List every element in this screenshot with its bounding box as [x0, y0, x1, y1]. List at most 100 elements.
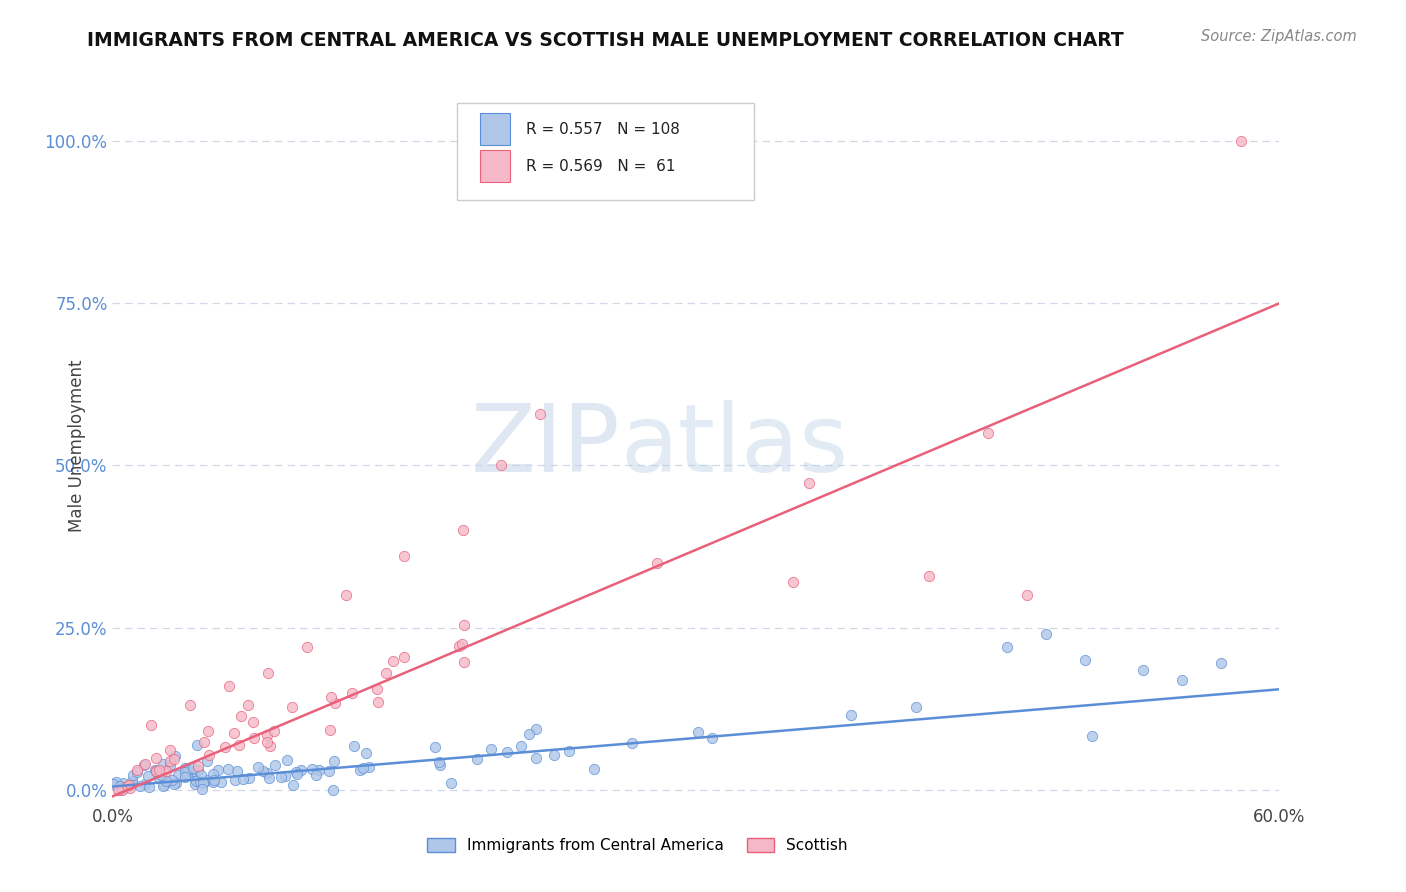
Point — [276, 753, 298, 767]
Point — [394, 549, 416, 564]
FancyBboxPatch shape — [479, 151, 510, 182]
Text: Source: ZipAtlas.com: Source: ZipAtlas.com — [1201, 29, 1357, 44]
Point — [281, 700, 304, 714]
Point — [270, 770, 292, 784]
Point — [186, 774, 208, 789]
Point — [202, 772, 225, 787]
Point — [228, 739, 250, 753]
Point — [165, 749, 187, 764]
Point — [423, 740, 446, 755]
Point — [285, 767, 308, 781]
Point — [101, 776, 124, 790]
Point — [1229, 134, 1251, 148]
Point — [304, 768, 326, 782]
Point — [238, 772, 260, 786]
Point — [224, 772, 246, 787]
Point — [301, 762, 323, 776]
Point — [166, 768, 188, 782]
Point — [359, 759, 381, 773]
Point — [918, 568, 941, 582]
Point — [558, 743, 581, 757]
Point — [232, 772, 254, 786]
Text: IMMIGRANTS FROM CENTRAL AMERICA VS SCOTTISH MALE UNEMPLOYMENT CORRELATION CHART: IMMIGRANTS FROM CENTRAL AMERICA VS SCOTT… — [87, 31, 1123, 50]
Point — [242, 715, 264, 730]
Point — [114, 780, 136, 795]
Point — [839, 708, 862, 723]
Point — [111, 781, 134, 796]
Legend: Immigrants from Central America, Scottish: Immigrants from Central America, Scottis… — [422, 832, 853, 859]
Point — [529, 407, 551, 421]
Point — [976, 425, 998, 440]
Point — [176, 767, 198, 781]
Point — [112, 776, 135, 790]
Point — [179, 698, 201, 713]
Point — [686, 725, 709, 739]
Point — [274, 769, 297, 783]
Point — [1035, 627, 1057, 641]
FancyBboxPatch shape — [479, 113, 510, 145]
Point — [145, 764, 167, 779]
Text: ZIP: ZIP — [471, 400, 620, 492]
Point — [174, 761, 197, 775]
Point — [107, 782, 129, 797]
Point — [202, 775, 225, 789]
Point — [134, 756, 156, 771]
Point — [1081, 729, 1104, 743]
Point — [582, 762, 605, 776]
Point — [343, 739, 366, 753]
Point — [180, 765, 202, 780]
Point — [252, 764, 274, 779]
Point — [257, 666, 280, 681]
Point — [366, 681, 388, 696]
Point — [319, 690, 342, 705]
Point — [143, 764, 166, 778]
Text: R = 0.557   N = 108: R = 0.557 N = 108 — [526, 121, 679, 136]
Point — [174, 770, 197, 784]
Point — [335, 588, 357, 602]
Point — [163, 777, 186, 791]
Point — [193, 735, 215, 749]
Point — [198, 747, 221, 762]
Point — [374, 665, 396, 680]
Point — [159, 754, 181, 768]
Point — [308, 763, 330, 777]
Point — [136, 769, 159, 783]
Point — [190, 768, 212, 782]
Point — [191, 776, 214, 790]
Point — [187, 759, 209, 773]
Point — [905, 700, 928, 714]
Point — [285, 764, 308, 779]
Point — [465, 752, 488, 766]
Point — [121, 776, 143, 790]
Point — [1074, 653, 1097, 667]
Point — [187, 763, 209, 777]
Point — [453, 655, 475, 669]
Point — [290, 763, 312, 777]
Point — [524, 751, 547, 765]
Point — [349, 763, 371, 777]
Point — [121, 767, 143, 781]
Point — [1015, 588, 1038, 602]
Point — [256, 735, 278, 749]
Point — [481, 742, 503, 756]
Point — [451, 524, 474, 538]
Point — [152, 778, 174, 792]
Point — [367, 695, 389, 709]
Point — [449, 639, 471, 653]
Point — [155, 774, 177, 789]
Point — [700, 731, 723, 745]
Point — [382, 654, 405, 668]
Point — [214, 739, 236, 754]
Point — [323, 696, 346, 710]
Text: R = 0.569   N =  61: R = 0.569 N = 61 — [526, 159, 675, 174]
FancyBboxPatch shape — [457, 103, 755, 200]
Point — [118, 780, 141, 795]
Point — [797, 475, 820, 490]
Point — [322, 782, 344, 797]
Point — [163, 752, 186, 766]
Point — [118, 778, 141, 792]
Point — [145, 751, 167, 765]
Point — [256, 728, 278, 742]
Point — [1209, 657, 1232, 671]
Point — [394, 650, 416, 665]
